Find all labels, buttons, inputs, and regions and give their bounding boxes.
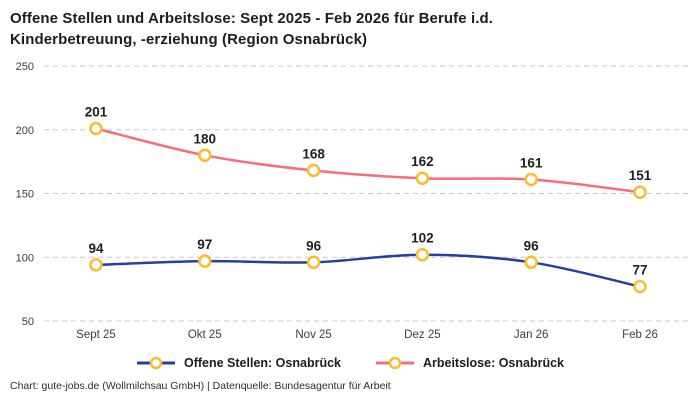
legend-line-circle-icon	[375, 356, 414, 370]
legend-item-offene-stellen[interactable]: Offene Stellen: Osnabrück	[136, 356, 341, 370]
data-point-label: 96	[306, 238, 322, 253]
x-tick-label: Okt 25	[188, 329, 222, 341]
data-point-marker[interactable]	[633, 185, 647, 199]
series-line-1	[94, 127, 642, 194]
y-tick-label: 150	[16, 189, 34, 201]
x-tick-label: Sept 25	[76, 329, 116, 341]
x-tick-label: Jan 26	[514, 329, 549, 341]
data-point-marker[interactable]	[524, 172, 538, 187]
data-point-marker[interactable]	[306, 163, 321, 178]
legend-line-circle-icon	[137, 356, 175, 370]
legend-label: Offene Stellen: Osnabrück	[184, 356, 341, 370]
x-tick-label: Feb 26	[622, 329, 658, 341]
data-point-label: 168	[302, 147, 325, 162]
series-line-0	[94, 253, 642, 288]
data-point-label: 162	[411, 154, 434, 169]
legend-item-arbeitslose[interactable]: Arbeitslose: Osnabrück	[375, 356, 564, 370]
legend-label: Arbeitslose: Osnabrück	[422, 356, 564, 370]
data-point-label: 77	[632, 263, 647, 278]
data-point-label: 201	[85, 105, 108, 120]
y-tick-label: 100	[16, 252, 34, 264]
chart-area: 50 100 150 200 250 Sept 25 Okt 25 Nov 25 Dez 25 J…	[0, 52, 700, 344]
data-point-label: 94	[88, 241, 104, 256]
data-point-label: 161	[520, 156, 543, 171]
data-point-label: 97	[197, 237, 212, 252]
data-point-marker[interactable]	[524, 255, 538, 270]
data-point-marker[interactable]	[306, 255, 321, 270]
data-point-marker[interactable]	[198, 254, 212, 268]
data-point-marker[interactable]	[415, 171, 430, 185]
line-chart: 50 100 150 200 250 Sept 25 Okt 25 Nov 25 Dez 25 J…	[16, 61, 692, 341]
source-attribution: Chart: gute-jobs.de (Wollmilchsau GmbH) …	[10, 380, 391, 392]
y-tick-label: 250	[16, 61, 34, 73]
chart-title-line-2: Kinderbetreuung, -erziehung (Region Osna…	[10, 31, 368, 48]
data-point-marker[interactable]	[415, 247, 430, 262]
data-point-marker[interactable]	[198, 148, 212, 163]
chart-title-line-1: Offene Stellen und Arbeitslose: Sept 202…	[10, 10, 494, 27]
data-point-label: 96	[524, 238, 540, 253]
x-tick-label: Dez 25	[404, 329, 440, 341]
x-tick-label: Nov 25	[295, 329, 331, 341]
data-point-marker[interactable]	[89, 121, 103, 136]
data-point-label: 102	[411, 231, 434, 246]
data-point-label: 180	[194, 131, 217, 146]
y-tick-label: 50	[22, 316, 34, 328]
data-point-label: 151	[629, 168, 652, 183]
data-point-marker[interactable]	[89, 258, 103, 272]
legend: Offene Stellen: Osnabrück Arbeitslose: O…	[0, 356, 700, 370]
data-point-marker[interactable]	[633, 279, 647, 294]
chart-title: Offene Stellen und Arbeitslose: Sept 202…	[0, 0, 700, 50]
y-tick-label: 200	[16, 125, 34, 137]
